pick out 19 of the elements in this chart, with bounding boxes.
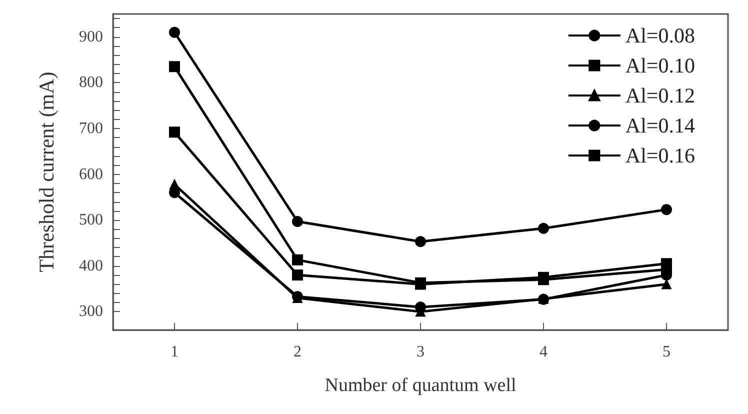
x-tick-label: 2 [294, 344, 302, 360]
y-tick-label: 800 [79, 74, 103, 92]
legend-label: Al=0.16 [625, 144, 695, 168]
y-tick-label: 700 [79, 120, 103, 137]
x-tick-label: 4 [540, 344, 548, 360]
y-tick-label: 600 [79, 166, 103, 183]
y-tick-label: 900 [79, 28, 103, 46]
legend-label: Al=0.10 [625, 54, 695, 78]
legend-label: Al=0.08 [625, 24, 695, 48]
y-axis-title: Threshold current (mA) [34, 72, 58, 272]
y-tick-label: 500 [79, 212, 103, 229]
y-tick-label: 300 [79, 303, 103, 320]
x-tick-label: 5 [662, 344, 670, 360]
x-tick-label: 1 [170, 344, 178, 360]
y-tick-label: 400 [79, 257, 103, 274]
x-tick-label: 3 [416, 344, 424, 360]
x-axis-title: Number of quantum well [324, 375, 516, 396]
legend-label: Al=0.12 [625, 84, 695, 108]
legend-label: Al=0.14 [625, 114, 696, 138]
